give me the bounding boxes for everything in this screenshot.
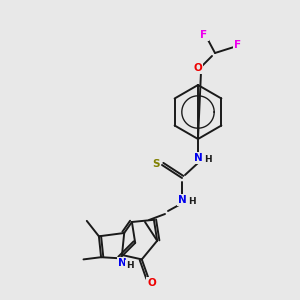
Text: F: F — [200, 30, 208, 40]
Text: H: H — [126, 260, 134, 269]
Text: H: H — [204, 155, 212, 164]
Text: S: S — [152, 159, 160, 169]
Text: N: N — [178, 195, 186, 205]
Text: O: O — [194, 63, 202, 73]
Text: F: F — [234, 40, 242, 50]
Text: N: N — [194, 153, 202, 163]
Text: O: O — [147, 278, 156, 288]
Text: N: N — [118, 258, 126, 268]
Text: H: H — [188, 197, 196, 206]
